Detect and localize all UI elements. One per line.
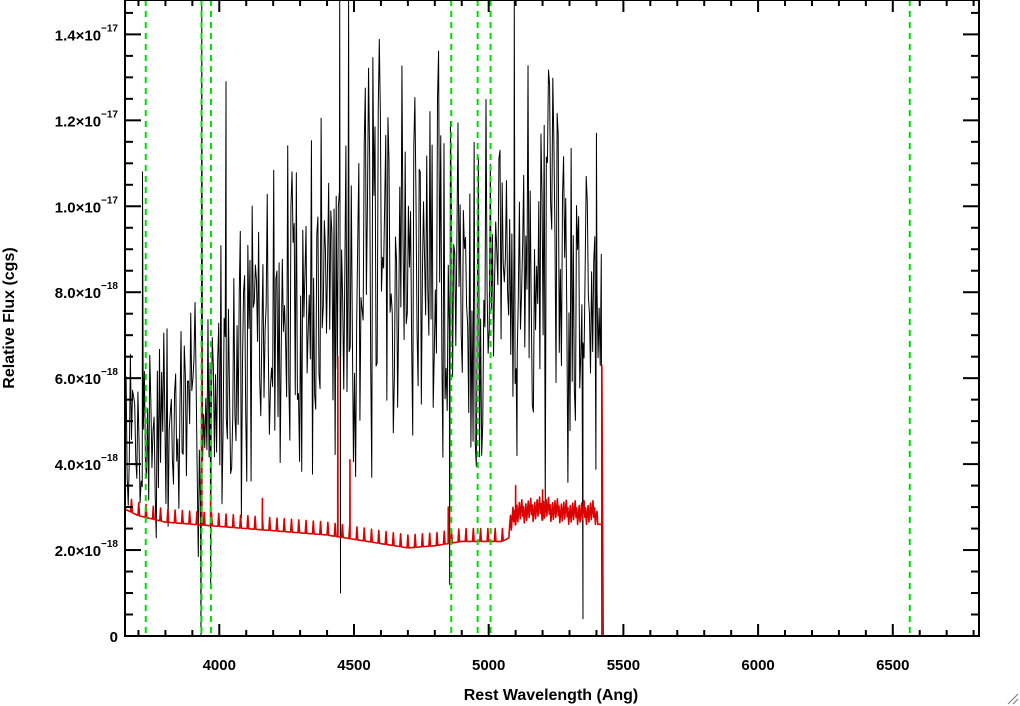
y-tick-exponent: −18 (101, 453, 118, 464)
y-tick-mantissa: 2.0×10 (55, 543, 101, 560)
y-tick-exponent: −17 (101, 23, 118, 34)
axes-layer: 4000 4500 5000 5500 6000 650002.0×10−184.0×10… (55, 0, 1019, 705)
y-tick-label: 1.0×10−17 (55, 195, 119, 216)
y-tick-mantissa: 1.0×10 (55, 199, 101, 216)
error-spectrum-line (125, 342, 979, 636)
y-tick-exponent: −18 (101, 281, 118, 292)
y-axis-title: Relative Flux (cgs) (1, 247, 18, 388)
y-tick-label: 4.0×10−18 (55, 453, 119, 474)
y-tick-exponent: −18 (101, 539, 118, 550)
plot-frame (124, 0, 980, 637)
x-tick-label: 5000 (472, 657, 505, 674)
y-tick-mantissa: 1.4×10 (55, 27, 101, 44)
y-tick-exponent: −17 (101, 109, 118, 120)
y-tick-mantissa: 4.0×10 (55, 457, 101, 474)
y-tick-label: 1.2×10−17 (55, 109, 119, 130)
y-tick-exponent: −17 (101, 195, 118, 206)
y-tick-label: 1.4×10−17 (55, 23, 119, 44)
x-axis-title: Rest Wavelength (Ang) (464, 687, 639, 704)
y-tick-label: 8.0×10−18 (55, 281, 119, 302)
y-tick-mantissa: 6.0×10 (55, 371, 101, 388)
y-tick-exponent: −18 (101, 367, 118, 378)
series-layer (125, 0, 979, 636)
y-tick-label: 2.0×10−18 (55, 539, 119, 560)
x-tick-label: 6000 (741, 657, 774, 674)
y-tick-mantissa: 1.2×10 (55, 113, 101, 130)
y-tick-label: 6.0×10−18 (55, 367, 119, 388)
resize-grip-line (1007, 693, 1019, 705)
resize-grip-line (1012, 698, 1019, 705)
y-tick-label: 0 (110, 629, 118, 646)
y-tick-mantissa: 8.0×10 (55, 285, 101, 302)
reference-lines-layer (144, 0, 911, 636)
resize-grip-icon (1007, 693, 1019, 705)
x-tick-label: 4000 (203, 657, 236, 674)
x-tick-label: 6500 (876, 657, 909, 674)
flux-spectrum-line (125, 0, 603, 636)
x-tick-label: 4500 (337, 657, 370, 674)
x-tick-label: 5500 (607, 657, 640, 674)
